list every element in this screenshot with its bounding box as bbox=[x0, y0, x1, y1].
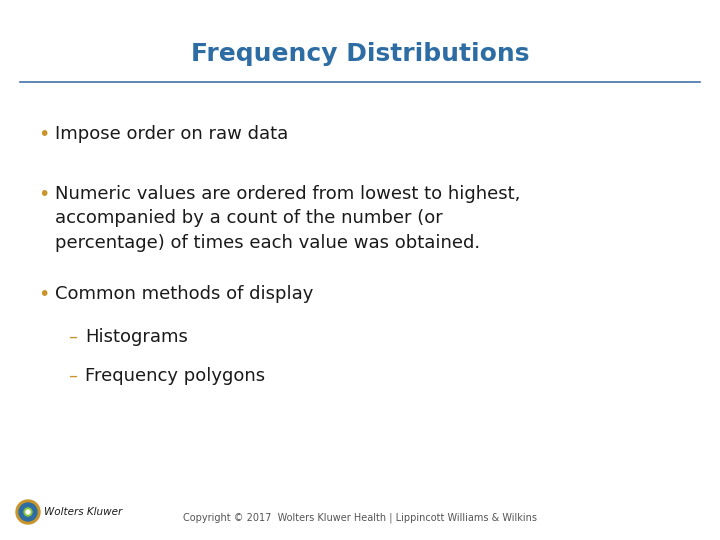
Text: Common methods of display: Common methods of display bbox=[55, 285, 313, 303]
Text: –: – bbox=[68, 367, 77, 385]
Text: Frequency Distributions: Frequency Distributions bbox=[191, 42, 529, 66]
Circle shape bbox=[24, 508, 32, 516]
Text: Wolters Kluwer: Wolters Kluwer bbox=[44, 507, 122, 517]
Text: Frequency polygons: Frequency polygons bbox=[85, 367, 265, 385]
Text: •: • bbox=[38, 185, 50, 204]
Text: –: – bbox=[68, 328, 77, 346]
Circle shape bbox=[16, 500, 40, 524]
Text: Numeric values are ordered from lowest to highest,
accompanied by a count of the: Numeric values are ordered from lowest t… bbox=[55, 185, 521, 252]
Text: Histograms: Histograms bbox=[85, 328, 188, 346]
Circle shape bbox=[26, 510, 30, 514]
Text: •: • bbox=[38, 285, 50, 304]
Text: Impose order on raw data: Impose order on raw data bbox=[55, 125, 288, 143]
Text: •: • bbox=[38, 125, 50, 144]
Circle shape bbox=[19, 503, 37, 521]
Text: Copyright © 2017  Wolters Kluwer Health | Lippincott Williams & Wilkins: Copyright © 2017 Wolters Kluwer Health |… bbox=[183, 513, 537, 523]
